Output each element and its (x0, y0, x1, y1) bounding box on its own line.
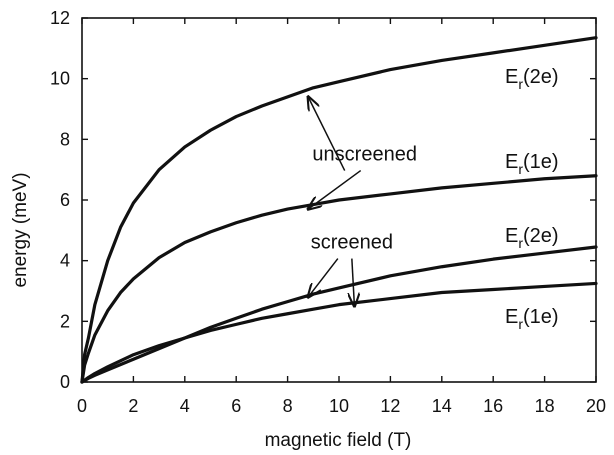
annotation-label-1: unscreened (312, 144, 417, 166)
annotation-arrow-1-1 (308, 97, 346, 171)
series-label-base-2: E (505, 151, 518, 173)
series-label-tail-3: (2e) (523, 225, 559, 247)
x-axis-ticks: 0 2 4 6 8 10 12 14 16 18 20 (77, 18, 606, 416)
x-tick-label: 10 (329, 396, 349, 416)
series-label-base-4: E (505, 306, 518, 328)
y-tick-label: 8 (60, 129, 70, 149)
x-tick-label: 16 (483, 396, 503, 416)
y-tick-label: 0 (60, 372, 70, 392)
x-tick-label: 0 (77, 396, 87, 416)
series-line-1 (80, 36, 598, 384)
y-tick-label: 6 (60, 190, 70, 210)
x-tick-label: 2 (128, 396, 138, 416)
x-tick-label: 18 (535, 396, 555, 416)
label-layer: Er(2e)Er(1e)Er(2e)Er(1e) (505, 66, 559, 332)
y-axis-label: energy (meV) (10, 172, 31, 287)
series-label-sub-4: r (518, 316, 523, 332)
series-label-sub-3: r (518, 235, 523, 251)
series-label-sub-1: r (518, 76, 523, 92)
x-tick-label: 20 (586, 396, 606, 416)
y-tick-label: 12 (50, 8, 70, 28)
series-line-2 (80, 174, 598, 384)
x-tick-label: 12 (380, 396, 400, 416)
series-label-base-1: E (505, 66, 518, 88)
y-tick-label: 4 (60, 251, 70, 271)
series-label-4: Er(1e) (505, 306, 559, 332)
x-tick-label: 4 (180, 396, 190, 416)
annotation-layer: unscreened screened (308, 97, 417, 306)
series-label-base-3: E (505, 225, 518, 247)
series-label-1: Er(2e) (505, 66, 559, 92)
series-label-3: Er(2e) (505, 225, 559, 251)
series-line-4 (80, 281, 598, 384)
series-layer (80, 36, 598, 384)
annotation-arrow-2-1 (308, 258, 339, 298)
x-tick-label: 6 (231, 396, 241, 416)
annotation-arrow-1-2 (308, 169, 362, 210)
y-tick-label: 2 (60, 311, 70, 331)
x-tick-label: 8 (283, 396, 293, 416)
y-tick-label: 10 (50, 69, 70, 89)
series-label-tail-1: (2e) (523, 66, 559, 88)
x-tick-label: 14 (432, 396, 452, 416)
series-label-tail-4: (1e) (523, 306, 559, 328)
annotation-arrow-2-2 (352, 258, 355, 307)
annotation-label-2: screened (311, 232, 393, 254)
series-label-sub-2: r (518, 161, 523, 177)
x-axis-label: magnetic field (T) (265, 430, 412, 451)
y-axis-ticks: 0 2 4 6 8 10 12 (50, 8, 596, 392)
series-label-tail-2: (1e) (523, 151, 559, 173)
series-line-3 (80, 245, 598, 384)
series-label-2: Er(1e) (505, 151, 559, 177)
